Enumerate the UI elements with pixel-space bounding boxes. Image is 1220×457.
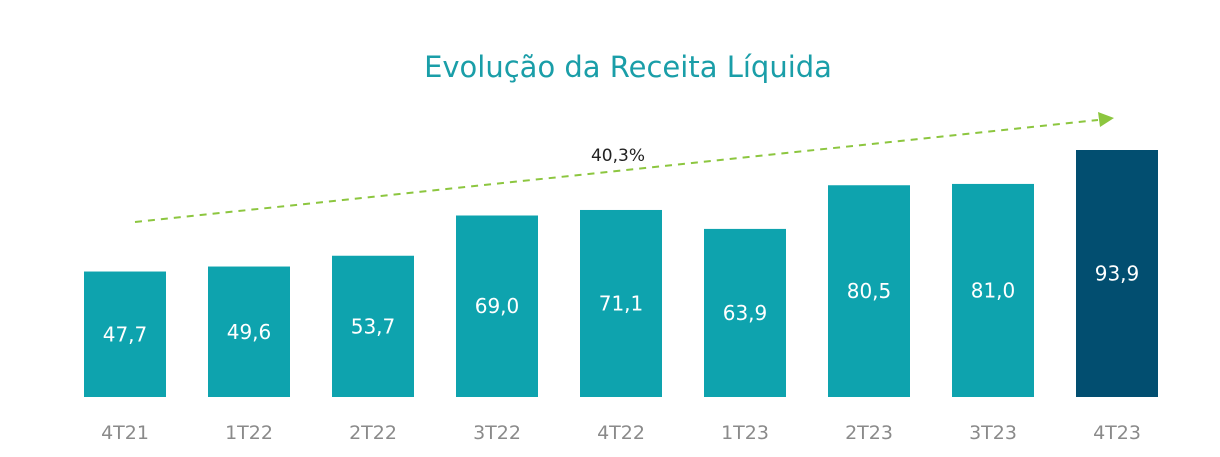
value-label-3T23: 81,0 [971,278,1016,302]
bar-1T23 [704,228,786,397]
x-tick-label-4T23: 4T23 [1093,422,1141,444]
chart-title: Evolução da Receita Líquida [424,50,832,84]
x-tick-label-2T23: 2T23 [845,422,893,444]
bar-2T22 [332,255,414,397]
value-label-1T23: 63,9 [723,301,768,325]
bar-2T23 [828,185,910,397]
x-tick-label-1T23: 1T23 [721,422,769,444]
bar-4T22 [580,209,662,397]
growth-annotation: 40,3% [591,146,645,166]
x-tick-label-4T21: 4T21 [101,422,149,444]
bar-1T22 [208,266,290,397]
value-label-4T23: 93,9 [1095,262,1140,286]
growth-arrow [134,112,1114,223]
value-label-2T22: 53,7 [351,314,396,338]
bar-4T21 [84,271,166,397]
x-tick-label-2T22: 2T22 [349,422,397,444]
value-label-4T21: 47,7 [103,322,148,346]
growth-arrow-line [134,119,1099,223]
x-tick-label-1T22: 1T22 [225,422,273,444]
value-label-3T22: 69,0 [475,294,520,318]
bar-4T23 [1076,150,1158,397]
x-tick-label-4T22: 4T22 [597,422,645,444]
x-tick-label-3T22: 3T22 [473,422,521,444]
value-label-4T22: 71,1 [599,291,644,315]
value-label-1T22: 49,6 [227,320,272,344]
growth-arrow-head [1098,112,1114,127]
x-tick-label-3T23: 3T23 [969,422,1017,444]
bar-3T22 [456,215,538,397]
bar-3T23 [952,183,1034,397]
value-label-2T23: 80,5 [847,279,892,303]
